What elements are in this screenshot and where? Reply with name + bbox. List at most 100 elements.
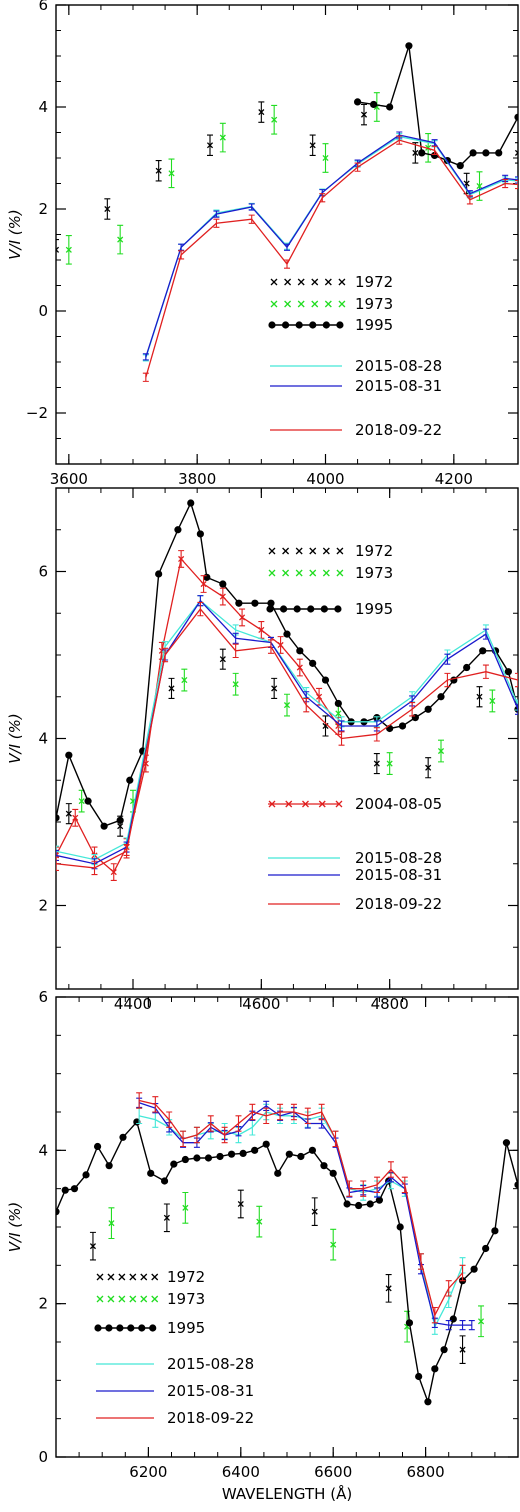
data-point-y1972 bbox=[206, 142, 214, 149]
error-bar-d20180922 bbox=[318, 1103, 325, 1121]
data-point-y1972 bbox=[271, 685, 278, 692]
data-point-y1995 bbox=[470, 1265, 478, 1273]
legend-marker-y1973 bbox=[338, 300, 346, 308]
data-point-y1995 bbox=[235, 599, 243, 607]
data-point-y1995 bbox=[469, 149, 477, 157]
data-point-y1995 bbox=[196, 530, 204, 538]
legend: 1972 1973 1995 2015-08-28 2015-08-31 2018-09-… bbox=[94, 1268, 254, 1427]
legend-label: 1973 bbox=[167, 1290, 205, 1308]
data-point-y1973 bbox=[182, 1204, 189, 1211]
data-point-y1995 bbox=[353, 98, 362, 106]
data-point-y1995 bbox=[482, 149, 490, 157]
y-axis-label: V/I (%) bbox=[6, 209, 24, 259]
x-axis-label: WAVELENGTH (Å) bbox=[222, 1484, 352, 1503]
error-bar-d20180922 bbox=[123, 843, 130, 859]
legend-marker-y1972 bbox=[297, 278, 305, 286]
data-point-y1995 bbox=[187, 499, 195, 507]
legend-item-d20180922: 2018-09-22 bbox=[270, 421, 442, 439]
legend-marker-y1995 bbox=[293, 605, 301, 613]
data-point-y1995 bbox=[251, 1146, 259, 1154]
data-point-y1995 bbox=[262, 1140, 270, 1148]
error-bar-d20180922 bbox=[56, 856, 59, 871]
error-bar-d20180922 bbox=[332, 1130, 339, 1148]
y-tick-label: 0 bbox=[38, 1448, 48, 1466]
legend-marker-y1973 bbox=[309, 569, 317, 577]
data-point-y1995 bbox=[216, 1152, 224, 1161]
error-bar-d20180922 bbox=[197, 601, 204, 617]
series-layer bbox=[56, 42, 518, 382]
data-point-y1973 bbox=[65, 246, 72, 253]
error-bar-d20150828 bbox=[249, 1119, 256, 1136]
legend-marker-y1972 bbox=[322, 547, 330, 555]
data-point-y1995 bbox=[283, 630, 291, 638]
data-point-y1973 bbox=[489, 697, 496, 704]
data-point-y1995 bbox=[479, 647, 487, 655]
error-bar-d20180922 bbox=[193, 1126, 200, 1144]
legend-label: 1973 bbox=[355, 295, 393, 313]
error-bar-d20150831 bbox=[445, 1319, 452, 1331]
data-point-y1973 bbox=[256, 1218, 263, 1225]
data-point-y1995 bbox=[405, 1319, 414, 1327]
data-point-y1972 bbox=[514, 149, 518, 156]
data-point-y1973 bbox=[219, 134, 226, 141]
legend-marker-y1972 bbox=[336, 547, 344, 555]
legend-marker-y1973 bbox=[282, 569, 290, 577]
data-point-y1995 bbox=[251, 599, 259, 607]
data-point-y1995 bbox=[267, 599, 275, 607]
error-bar-d20180922 bbox=[319, 193, 326, 203]
series-y1973 bbox=[65, 92, 483, 265]
error-bar-d20180922 bbox=[248, 214, 255, 224]
legend-marker-y1995 bbox=[295, 321, 303, 329]
legend-item-y1973: 1973 bbox=[268, 564, 393, 582]
legend-marker-y1972 bbox=[140, 1273, 148, 1281]
data-point-y1972 bbox=[311, 1208, 318, 1215]
data-point-y1972 bbox=[104, 205, 111, 213]
error-bar-d20180922 bbox=[152, 1096, 159, 1113]
data-point-y1972 bbox=[476, 693, 483, 700]
error-bar-d20180922 bbox=[466, 195, 473, 205]
data-point-y1972 bbox=[459, 1346, 466, 1353]
error-bar-d20180922 bbox=[91, 860, 98, 876]
data-point-y1973 bbox=[477, 1318, 485, 1325]
error-bar-d20180922 bbox=[178, 250, 185, 260]
error-bar-d20150831 bbox=[284, 243, 290, 251]
error-bar-d20180922 bbox=[142, 372, 149, 382]
data-point-y1995 bbox=[343, 1200, 351, 1208]
error-bar-d20180922 bbox=[387, 1161, 394, 1178]
legend-marker-y1995 bbox=[320, 605, 328, 613]
y-tick-label: 6 bbox=[38, 563, 48, 581]
error-bar-d20180922 bbox=[207, 1115, 214, 1132]
data-point-d20040805 bbox=[277, 641, 284, 649]
data-point-y1972 bbox=[65, 810, 72, 817]
legend-marker-y1973 bbox=[270, 300, 278, 308]
data-point-y1995 bbox=[100, 822, 108, 830]
legend-label: 2015-08-31 bbox=[167, 1382, 254, 1400]
panel-middle: 4400 4600 4800 2 4 6 V/I (%) 1972 1973 1995 2004-0… bbox=[6, 487, 519, 1013]
error-bar-d20150831 bbox=[232, 632, 239, 644]
data-point-y1972 bbox=[412, 149, 419, 156]
error-bar-d20180922 bbox=[502, 178, 509, 189]
x-tick-label: 6400 bbox=[222, 1463, 260, 1481]
legend-marker-y1973 bbox=[107, 1295, 115, 1303]
data-point-y1995 bbox=[82, 1171, 90, 1179]
data-point-y1973 bbox=[271, 116, 278, 123]
legend-marker-y1972 bbox=[324, 278, 332, 286]
legend: 1972 1973 1995 2015-08-28 2015-08-31 2018-09-… bbox=[268, 273, 442, 439]
legend-marker-y1973 bbox=[284, 300, 292, 308]
error-bar-d20180922 bbox=[166, 1111, 173, 1128]
legend-marker-y1995 bbox=[149, 1324, 157, 1332]
data-point-y1972 bbox=[56, 246, 60, 253]
data-point-y1972 bbox=[89, 1243, 97, 1250]
legend-item-y1995: 1995 bbox=[94, 1319, 205, 1337]
series-y1995 bbox=[353, 42, 518, 170]
legend-item-y1973: 1973 bbox=[96, 1290, 205, 1308]
data-point-y1995 bbox=[329, 1169, 337, 1177]
data-point-y1995 bbox=[375, 1196, 383, 1204]
legend-label: 2018-09-22 bbox=[167, 1409, 254, 1427]
legend-marker-y1972 bbox=[268, 547, 276, 555]
series-y1972 bbox=[89, 1189, 466, 1365]
x-tick-label: 6600 bbox=[314, 1463, 352, 1481]
error-bar-d20150831 bbox=[515, 703, 518, 715]
data-point-d20040805 bbox=[316, 693, 323, 700]
legend-item-y1972: 1972 bbox=[268, 542, 393, 560]
